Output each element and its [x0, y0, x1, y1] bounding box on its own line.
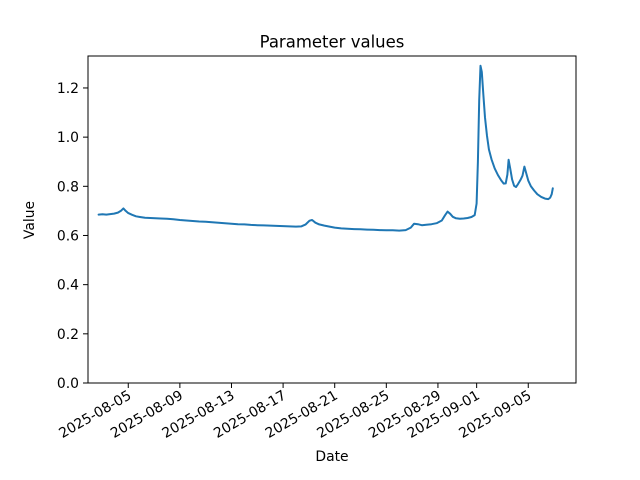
series-line-parameter-value: [97, 64, 554, 232]
y-axis-label: Value: [22, 201, 38, 239]
y-tick-label: 1.0: [57, 130, 79, 146]
y-tick-label: 0.8: [57, 179, 79, 195]
y-tick-label: 0.0: [57, 376, 79, 392]
x-axis-label: Date: [315, 449, 348, 465]
axes-ticks: 2025-08-052025-08-092025-08-132025-08-17…: [56, 81, 534, 442]
y-tick-label: 1.2: [57, 81, 79, 97]
y-tick-label: 0.2: [57, 327, 79, 343]
plot-area: [87, 55, 577, 384]
y-tick-label: 0.6: [57, 228, 79, 244]
y-tick-label: 0.4: [57, 278, 79, 294]
chart-title: Parameter values: [260, 33, 405, 52]
